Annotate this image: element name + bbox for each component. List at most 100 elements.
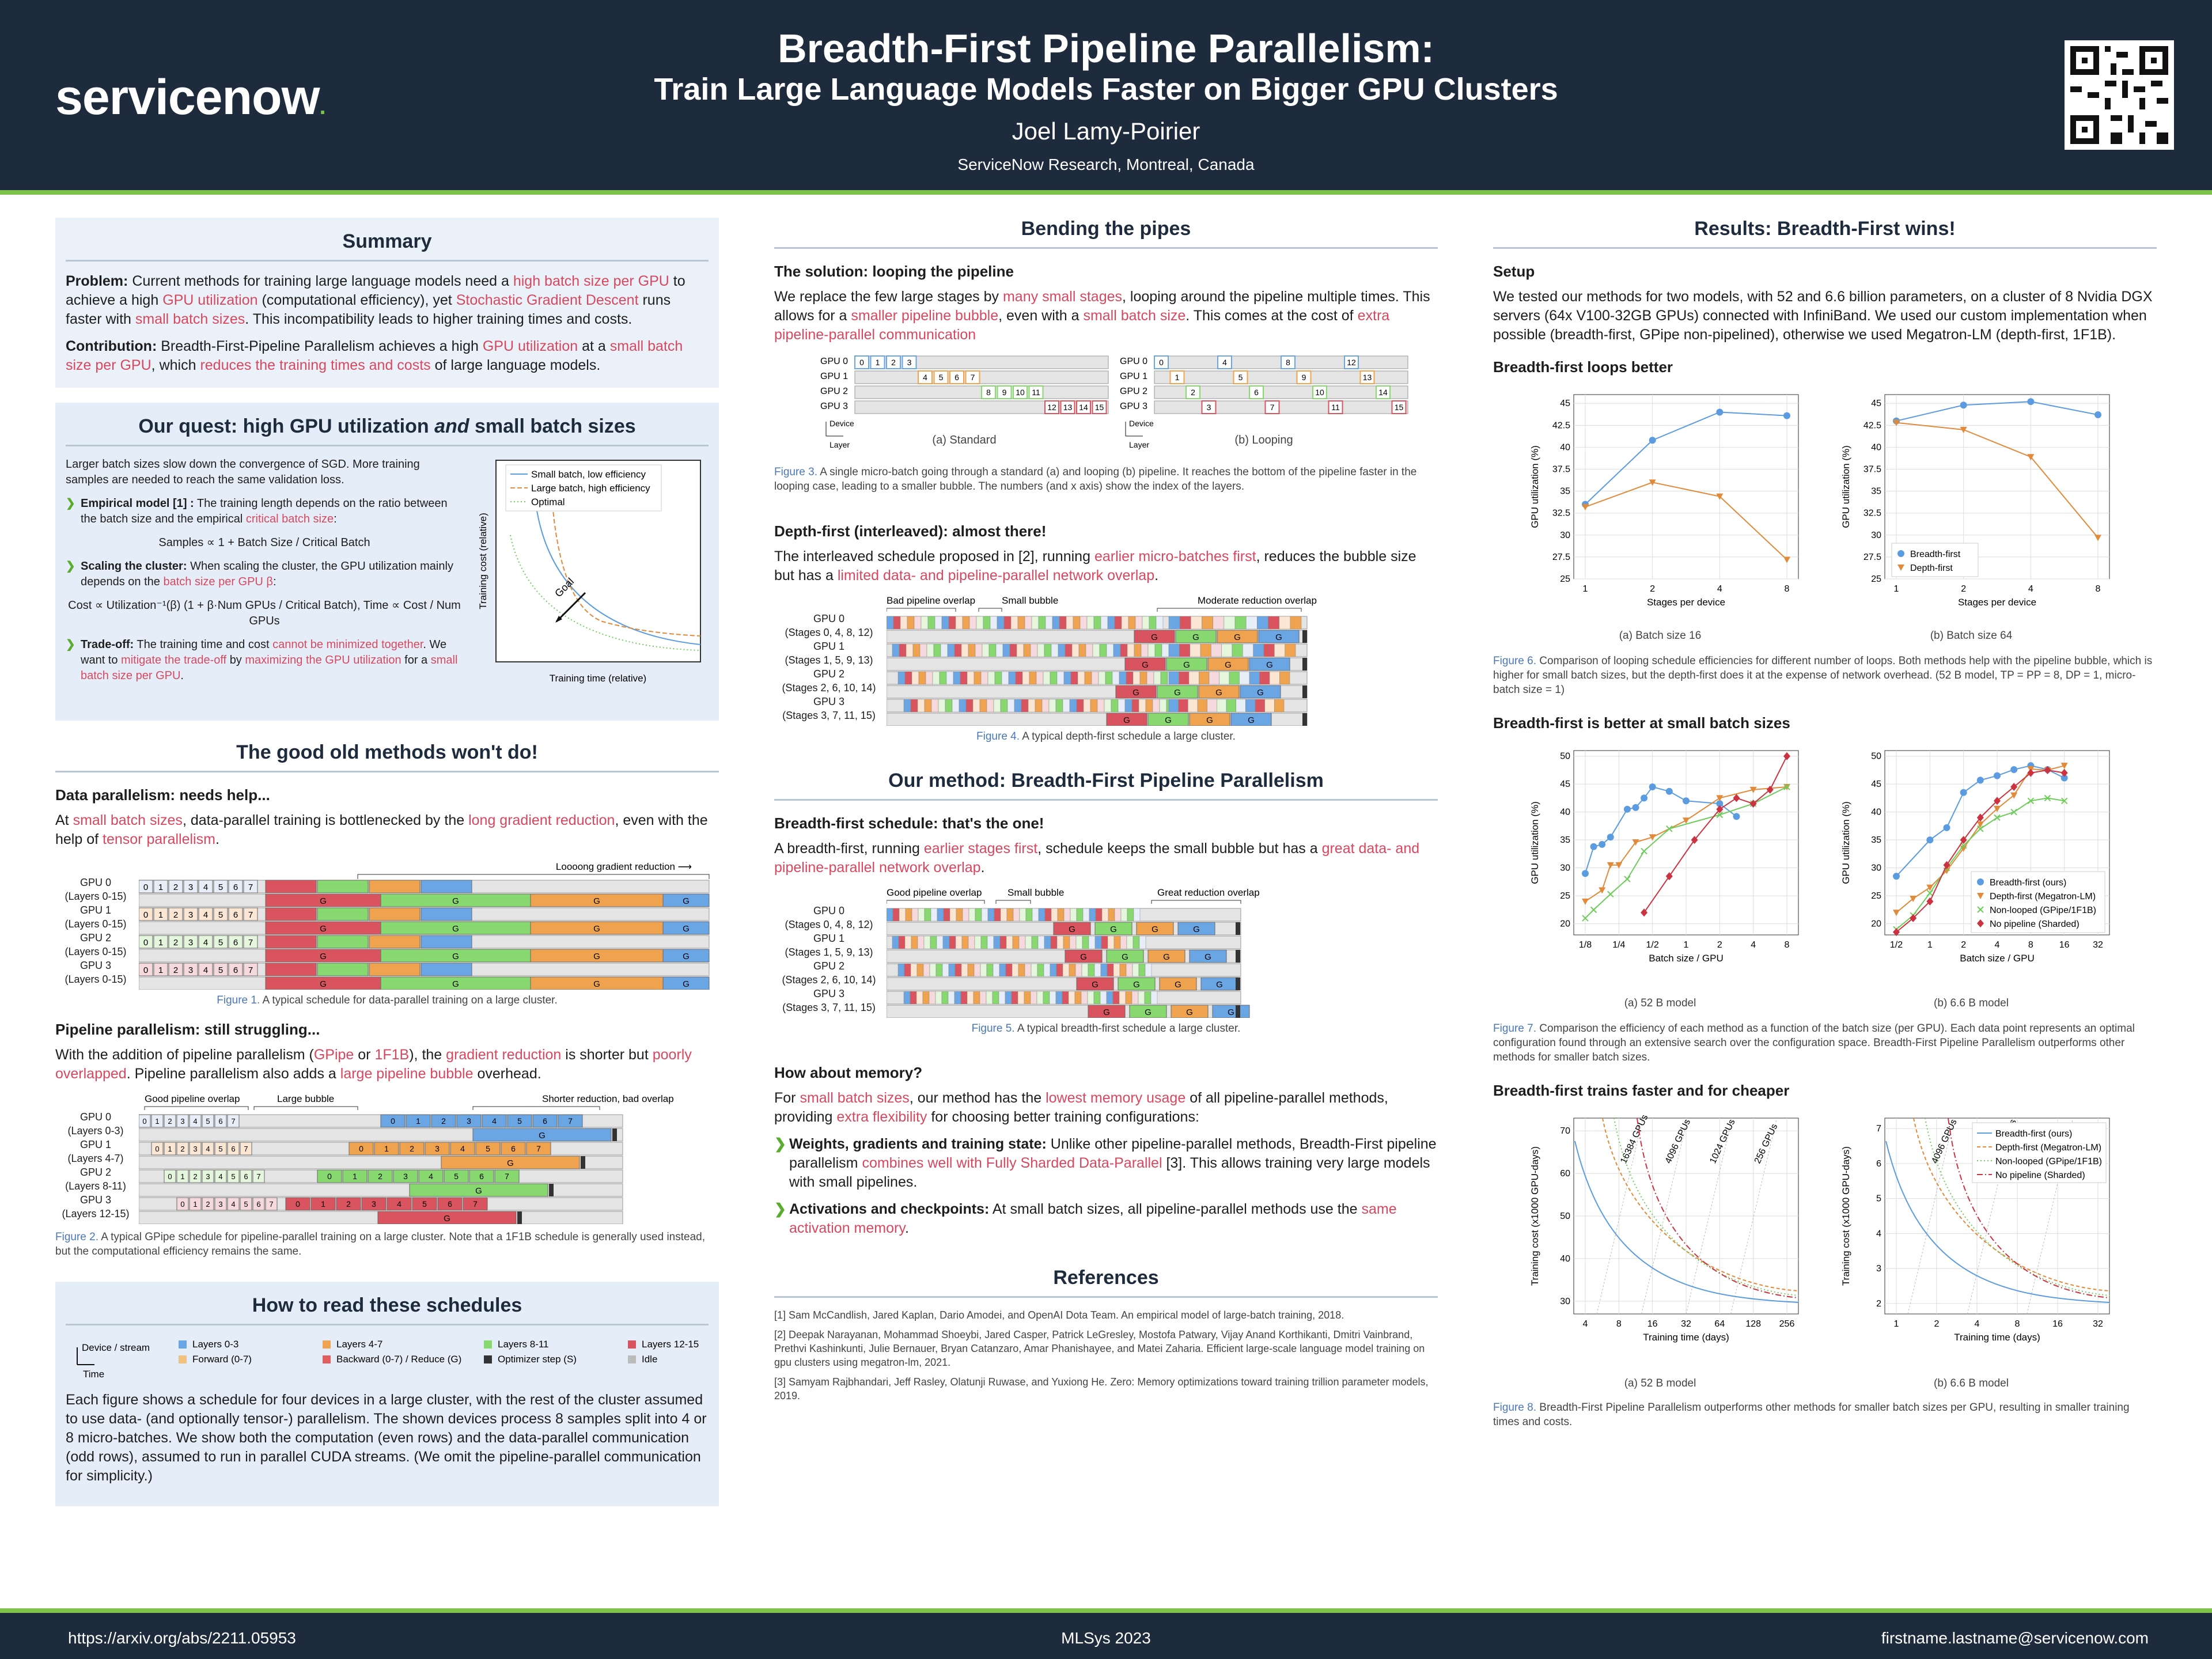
y-tick-label: 27.5 <box>1863 552 1881 562</box>
forward-block <box>214 1169 227 1183</box>
microbatch-block <box>945 699 953 713</box>
microbatch-block <box>1120 908 1128 922</box>
arxiv-link[interactable]: https://arxiv.org/abs/2211.05953 <box>68 1629 296 1647</box>
backward-block <box>444 1169 469 1183</box>
series-line <box>1896 401 2099 422</box>
optimizer-block <box>1302 685 1307 698</box>
backward-block <box>421 907 472 921</box>
gpu-label: GPU 0 <box>820 357 848 366</box>
microbatch-block <box>1101 935 1108 949</box>
microbatch-block <box>1050 963 1057 977</box>
fig4-annotation: Moderate reduction overlap <box>1198 595 1317 606</box>
data-point <box>1582 504 1589 511</box>
layer-index: 3 <box>1207 403 1211 412</box>
data-point <box>1716 493 1724 500</box>
microbatch-block <box>1179 643 1190 657</box>
microbatch-block <box>916 963 924 977</box>
forward-block <box>202 1142 214 1156</box>
microbatch-block <box>1221 643 1233 657</box>
microbatch-block <box>1097 699 1105 713</box>
backward-block <box>456 1114 482 1128</box>
microbatch-block <box>1279 616 1291 630</box>
reduce-label: G <box>593 924 600 934</box>
author: Joel Lamy-Poirier <box>1012 118 1200 145</box>
microbatch-block <box>906 643 914 657</box>
data-point <box>1649 479 1656 486</box>
microbatch-block <box>1112 991 1120 1005</box>
microbatch-block <box>986 991 993 1005</box>
microbatch-block <box>1168 616 1180 630</box>
microbatch-block <box>1055 699 1063 713</box>
block-label: 6 <box>511 1144 516 1153</box>
schedule-row-label: (Layers 0-15) <box>65 891 127 902</box>
email-link[interactable]: firstname.lastname@servicenow.com <box>1881 1629 2149 1647</box>
layer-index: 7 <box>971 373 975 382</box>
microbatch-block <box>911 908 919 922</box>
block-label: 2 <box>206 1200 210 1209</box>
data-point <box>1926 884 1934 891</box>
fig4-annotation: Bad pipeline overlap <box>887 595 975 606</box>
reduce-label: G <box>593 896 600 906</box>
data-point <box>1632 839 1639 846</box>
layer-block <box>1249 385 1264 399</box>
y-tick-label: 50 <box>1871 752 1881 762</box>
schedule-row-label: GPU 1 <box>79 1139 112 1150</box>
microbatch-block <box>898 935 906 949</box>
reduce-label: G <box>1163 952 1170 962</box>
iso-gpu-line <box>1907 1118 1955 1315</box>
data-point <box>1893 928 1900 937</box>
microbatch-block <box>1120 935 1127 949</box>
microbatch-block <box>1263 643 1275 657</box>
block-label: 1 <box>158 882 163 892</box>
microbatch-block <box>912 643 921 657</box>
layer-index: 9 <box>1002 388 1007 397</box>
schedule-row-label: (Stages 1, 5, 9, 13) <box>785 946 873 958</box>
microbatch-block <box>1232 643 1243 657</box>
backward-block <box>532 1114 558 1128</box>
microbatch-block <box>946 671 954 685</box>
reduce-block <box>1147 713 1189 726</box>
iso-gpu-line <box>1641 1118 1688 1315</box>
y-tick-label: 30 <box>1560 1297 1570 1306</box>
forward-block <box>139 1114 151 1128</box>
data-point <box>1582 898 1589 905</box>
microbatch-block <box>1081 963 1089 977</box>
fig2-annotation: Good pipeline overlap <box>145 1093 240 1104</box>
microbatch-block <box>955 963 962 977</box>
data-point <box>2044 766 2051 774</box>
block-label: 5 <box>244 1200 248 1209</box>
microbatch-block <box>1049 991 1056 1005</box>
microbatch-block <box>1138 963 1146 977</box>
x-tick-label: 16 <box>2059 940 2070 950</box>
optimizer-block <box>1302 630 1307 643</box>
data-point <box>1590 843 1597 850</box>
forward-block <box>183 907 198 921</box>
block-label: 3 <box>467 1116 471 1126</box>
data-point <box>2027 398 2035 406</box>
microbatch-block <box>1045 616 1053 630</box>
qr-code-icon[interactable] <box>2065 40 2174 150</box>
y-tick-label: 40 <box>1871 442 1881 452</box>
microbatch-block <box>1017 991 1025 1005</box>
microbatch-block <box>1057 908 1065 922</box>
microbatch-block <box>1011 991 1018 1005</box>
microbatch-block <box>1082 935 1089 949</box>
microbatch-block <box>1091 671 1099 685</box>
servicenow-logo: servicenow. <box>55 70 326 125</box>
microbatch-block <box>1107 963 1114 977</box>
schedule-row-label: GPU 0 <box>813 613 845 624</box>
microbatch-block <box>910 963 918 977</box>
microbatch-block <box>1159 699 1167 713</box>
y-tick-label: 35 <box>1560 487 1570 497</box>
microbatch-block <box>1074 991 1082 1005</box>
forward-block <box>240 1197 252 1211</box>
fig2-brace <box>253 1106 358 1110</box>
microbatch-block <box>919 643 927 657</box>
reference-item: [3] Samyam Rajbhandari, Jeff Rasley, Ola… <box>774 1376 1429 1402</box>
block-label: 5 <box>218 1145 222 1153</box>
x-tick-label: 1 <box>1927 940 1933 950</box>
series-line <box>1643 756 1787 913</box>
microbatch-block <box>1142 616 1150 630</box>
data-point <box>1976 777 1984 784</box>
layer-block <box>1376 385 1391 399</box>
